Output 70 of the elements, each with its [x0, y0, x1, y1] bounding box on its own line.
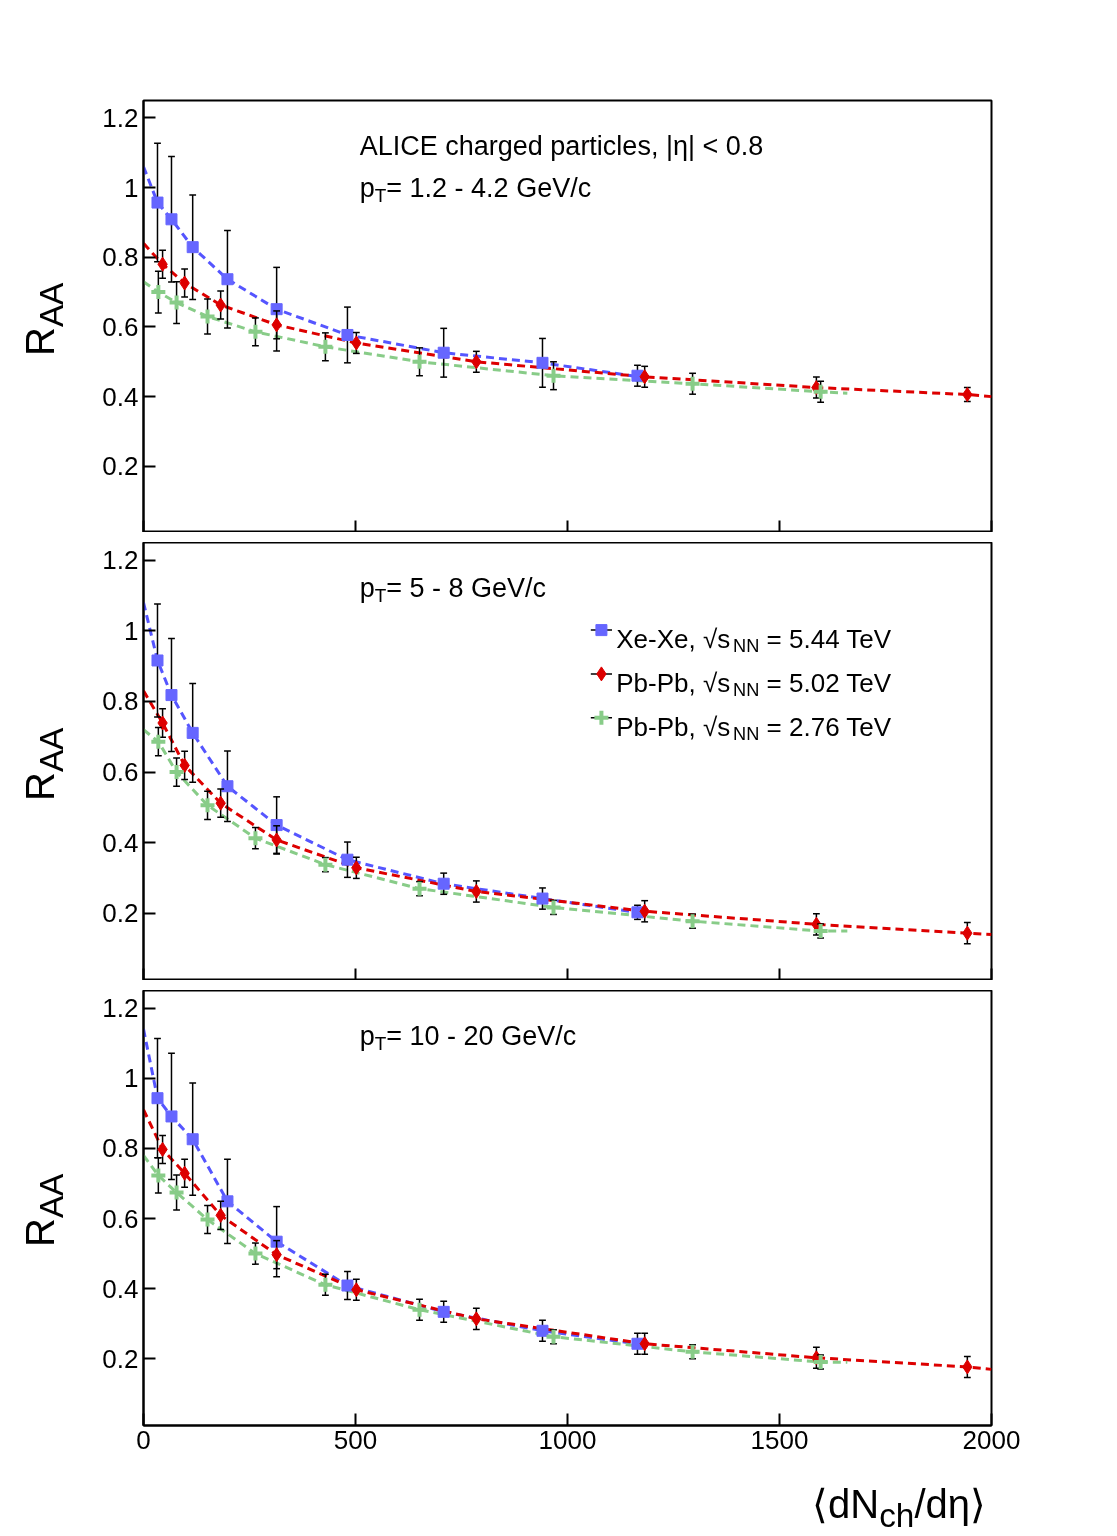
annotation: ALICE charged particles, |η| < 0.8 [359, 130, 764, 161]
point [221, 273, 234, 286]
point [246, 322, 265, 341]
point [221, 780, 234, 793]
point [149, 732, 168, 751]
point [246, 829, 265, 848]
point [221, 1195, 234, 1208]
point [683, 912, 702, 931]
y-tick-label: 0.8 [102, 1133, 139, 1164]
y-tick-label: 0.2 [102, 451, 139, 482]
point [341, 853, 354, 866]
point [341, 328, 354, 341]
point [341, 1279, 354, 1292]
point [186, 726, 199, 739]
point [410, 879, 429, 898]
point [186, 1133, 199, 1146]
point [683, 1342, 702, 1361]
y-tick-label: 0.6 [102, 1203, 139, 1234]
y-tick-label: 0.4 [102, 827, 139, 858]
point [165, 213, 178, 226]
y-tick-label: 0.4 [102, 381, 139, 412]
point [544, 366, 563, 385]
point [316, 1275, 335, 1294]
y-tick-label: 0.8 [102, 242, 139, 273]
y-tick-label: 0.8 [102, 686, 139, 717]
x-tick-label: 0 [136, 1424, 151, 1455]
point [536, 356, 549, 369]
point [811, 382, 830, 401]
y-tick-label: 0.4 [102, 1273, 139, 1304]
point [151, 1092, 164, 1105]
point [167, 293, 186, 312]
point [410, 1300, 429, 1319]
y-tick-label: 0.6 [102, 757, 139, 788]
y-tick-label: 0.2 [102, 898, 139, 929]
point [437, 346, 450, 359]
point [246, 1244, 265, 1263]
x-tick-label: 500 [333, 1424, 378, 1455]
point [167, 1183, 186, 1202]
point [544, 1327, 563, 1346]
y-tick-label: 1.2 [102, 545, 139, 576]
point [316, 337, 335, 356]
point [683, 374, 702, 393]
y-tick-label: 1.2 [102, 102, 139, 133]
y-tick-label: 1.2 [102, 993, 139, 1024]
point [165, 689, 178, 702]
y-tick-label: 0.6 [102, 311, 139, 342]
x-tick-label: 1000 [538, 1424, 597, 1455]
point [544, 898, 563, 917]
y-tick-label: 1 [124, 172, 139, 203]
point [198, 796, 217, 815]
y-tick-label: 1 [124, 1063, 139, 1094]
point [316, 855, 335, 874]
point [149, 1166, 168, 1185]
point [437, 1305, 450, 1318]
x-tick-label: 1500 [750, 1424, 809, 1455]
point [410, 352, 429, 371]
point [198, 1210, 217, 1229]
point [536, 892, 549, 905]
point [165, 1110, 178, 1123]
point [811, 1353, 830, 1371]
point [151, 654, 164, 667]
point [151, 196, 164, 209]
x-axis-title: ⟨dN$_{ch}$/dη⟩ [811, 1481, 986, 1536]
point [198, 307, 217, 326]
point [437, 877, 450, 890]
point [186, 241, 199, 254]
y-tick-label: 1 [124, 615, 139, 646]
point [536, 1324, 549, 1337]
x-tick-label: 2000 [962, 1424, 1021, 1455]
y-tick-label: 0.2 [102, 1343, 139, 1374]
